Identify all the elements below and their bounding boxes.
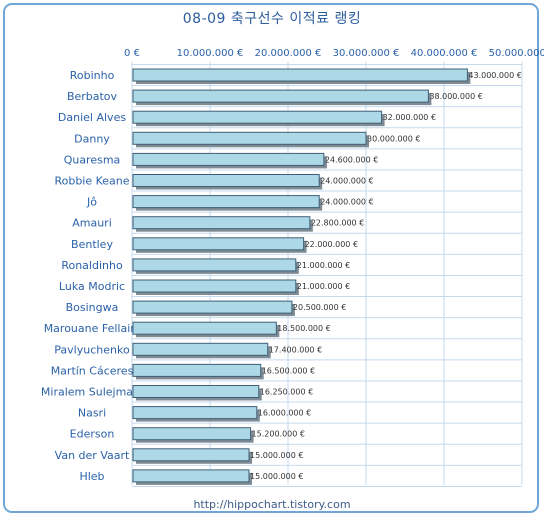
data-label: 38.000.000 €: [429, 92, 482, 101]
chart-frame: [3, 3, 539, 513]
bars: [132, 68, 471, 485]
category-label: Pavlyuchenko: [54, 343, 130, 356]
category-label: Jô: [86, 196, 97, 209]
data-label: 43.000.000 €: [468, 71, 521, 80]
category-label: Bosingwa: [66, 301, 119, 314]
bar-j-: [132, 195, 320, 209]
category-label: Nasri: [78, 407, 106, 420]
category-label: Amauri: [72, 217, 112, 230]
data-label: 22.000.000 €: [305, 240, 358, 249]
bar-pavlyuchenko: [132, 342, 269, 356]
x-axis-ticks: 0 € 10.000.000 € 20.000.000 € 30.000.000 € 4…: [124, 48, 544, 59]
footer-url: http://hippochart.tistory.com: [193, 498, 351, 511]
data-label: 30.000.000 €: [367, 134, 420, 143]
category-label: Danny: [74, 132, 110, 145]
category-label: Luka Modric: [59, 280, 125, 293]
category-label: Robbie Keane: [54, 175, 129, 188]
bar-ronaldinho: [132, 258, 297, 272]
data-label: 24.600.000 €: [325, 155, 378, 164]
bar-quaresma: [132, 152, 325, 166]
bar-luka-modric: [132, 279, 297, 293]
x-tick-label: 20.000.000 €: [255, 48, 322, 59]
bar-hleb: [132, 469, 250, 483]
bar-marouane-fellaini: [132, 321, 277, 335]
category-label: Ederson: [70, 428, 115, 441]
data-label: 16.250.000 €: [260, 388, 313, 397]
x-tick-label: 40.000.000 €: [411, 48, 478, 59]
category-label: Martín Cáceres: [51, 364, 134, 377]
data-label: 32.000.000 €: [383, 113, 436, 122]
bar-daniel-alves: [132, 110, 383, 124]
category-label: Daniel Alves: [58, 111, 126, 124]
data-label: 24.000.000 €: [320, 177, 373, 186]
data-labels: 43.000.000 € 38.000.000 € 32.000.000 € 30.0…: [250, 71, 522, 481]
category-label: Bentley: [71, 238, 113, 251]
data-label: 24.000.000 €: [320, 198, 373, 207]
category-label: Hleb: [79, 470, 104, 483]
bar-robinho: [132, 68, 468, 82]
bar-van-der-vaart: [132, 448, 250, 462]
bar-robbie-keane: [132, 174, 320, 187]
chart-title: 08-09 축구선수 이적료 랭킹: [182, 11, 362, 27]
x-tick-label: 0 €: [124, 48, 140, 59]
bar-bentley: [132, 237, 305, 251]
data-label: 15.000.000 €: [250, 472, 303, 481]
category-label: Van der Vaart: [55, 449, 130, 462]
x-tick-label: 30.000.000 €: [333, 48, 400, 59]
x-tick-label: 50.000.000 €: [489, 48, 544, 59]
bar-amauri: [132, 216, 311, 230]
bar-berbatov: [132, 89, 429, 103]
data-label: 16.000.000 €: [258, 409, 311, 418]
bar-bosingwa: [132, 300, 293, 314]
category-label: Berbatov: [67, 90, 118, 103]
category-label: Ronaldinho: [61, 259, 123, 272]
x-tick-label: 10.000.000 €: [177, 48, 244, 59]
y-axis-categories: Robinho Berbatov Daniel Alves Danny Quaresma…: [41, 69, 143, 483]
data-label: 21.000.000 €: [297, 282, 350, 291]
bar-danny: [132, 131, 367, 145]
data-label: 18.500.000 €: [277, 324, 330, 333]
bar-ederson: [132, 427, 252, 441]
bar-mart-n-c-ceres: [132, 363, 262, 377]
bar-miralem-sulejmani: [132, 385, 260, 398]
category-label: Robinho: [70, 69, 115, 82]
data-label: 15.000.000 €: [250, 451, 303, 460]
data-label: 17.400.000 €: [269, 345, 322, 354]
bar-nasri: [132, 406, 258, 420]
data-label: 22.800.000 €: [311, 219, 364, 228]
data-label: 16.500.000 €: [262, 366, 315, 375]
category-label: Quaresma: [64, 153, 121, 166]
data-label: 21.000.000 €: [297, 261, 350, 270]
category-label: Miralem Sulejmani: [41, 386, 143, 399]
data-label: 20.500.000 €: [293, 303, 346, 312]
category-label: Marouane Fellaini: [44, 322, 141, 335]
data-label: 15.200.000 €: [252, 430, 305, 439]
